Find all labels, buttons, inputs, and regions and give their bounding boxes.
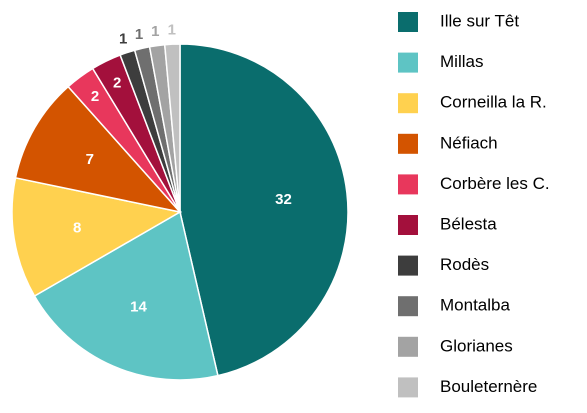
legend-swatch [398,174,418,195]
data-label: 2 [113,75,121,92]
legend-label: Corneilla la R. [440,93,547,112]
legend-swatch [398,93,418,114]
legend-label: Rodès [440,255,489,274]
data-label: 1 [151,23,159,40]
data-label: 1 [135,26,143,43]
data-label: 1 [168,22,176,39]
legend-label: Glorianes [440,336,513,355]
legend-swatch [398,52,418,73]
legend-swatch [398,12,418,32]
pie-slice [179,43,349,377]
pie-slice [11,176,183,298]
data-label: 32 [275,191,292,208]
legend-swatch [398,215,418,235]
legend-swatch [398,296,418,317]
pie-slice [14,85,183,214]
legend-swatch [398,336,418,357]
data-label: 8 [73,219,81,236]
legend-label: Montalba [440,296,510,315]
pie-slice [33,210,219,381]
legend-swatch [398,377,418,398]
legend-swatch [398,133,418,154]
legend-label: Millas [440,52,483,71]
data-label: 7 [86,151,94,168]
pie-slice [163,43,181,213]
legend-label: Ille sur Têt [440,11,519,30]
legend-label: Bélesta [440,214,497,233]
legend-label: Corbère les C. [440,174,550,193]
data-label: 1 [119,31,127,48]
legend-swatch [398,255,418,276]
data-label: 2 [91,88,99,105]
data-label: 14 [130,299,147,316]
legend-label: Bouleternère [440,377,537,396]
legend-label: Néfiach [440,133,498,152]
